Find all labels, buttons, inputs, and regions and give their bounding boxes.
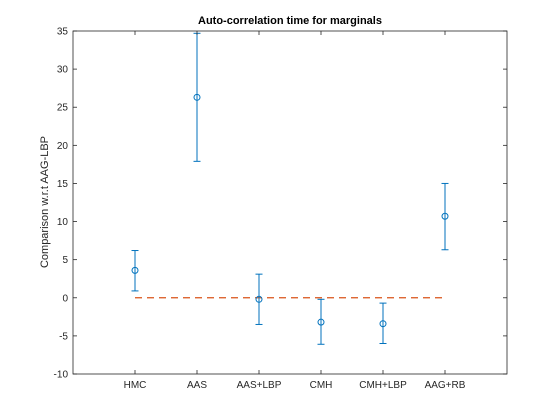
y-tick-label: 25 — [57, 103, 69, 114]
y-axis-label: Comparison w.r.t AAG-LBP — [39, 136, 51, 268]
chart-title: Auto-correlation time for marginals — [198, 15, 382, 27]
y-tick-label: 20 — [57, 141, 69, 152]
data-point — [379, 320, 387, 328]
x-tick-label: AAS — [187, 380, 207, 391]
y-tick-label: 30 — [57, 65, 69, 76]
x-tick-label: CMH — [310, 380, 333, 391]
data-point — [317, 318, 325, 326]
y-tick-label: -5 — [59, 331, 68, 342]
y-tick-label: 5 — [62, 255, 68, 266]
data-point — [255, 295, 263, 303]
y-tick-label: 15 — [57, 179, 69, 190]
y-tick-label: -10 — [54, 370, 69, 381]
plot-area — [73, 31, 507, 374]
y-tick-label: 10 — [57, 217, 69, 228]
data-point — [131, 266, 139, 274]
data-point — [441, 212, 449, 220]
data-point — [193, 93, 201, 101]
y-tick-label: 0 — [62, 293, 68, 304]
plot-frame — [72, 30, 508, 375]
x-tick-label: AAS+LBP — [237, 380, 282, 391]
y-tick-label: 35 — [57, 27, 69, 38]
x-tick-label: CMH+LBP — [359, 380, 407, 391]
x-tick-label: HMC — [124, 380, 147, 391]
x-tick-label: AAG+RB — [425, 380, 466, 391]
